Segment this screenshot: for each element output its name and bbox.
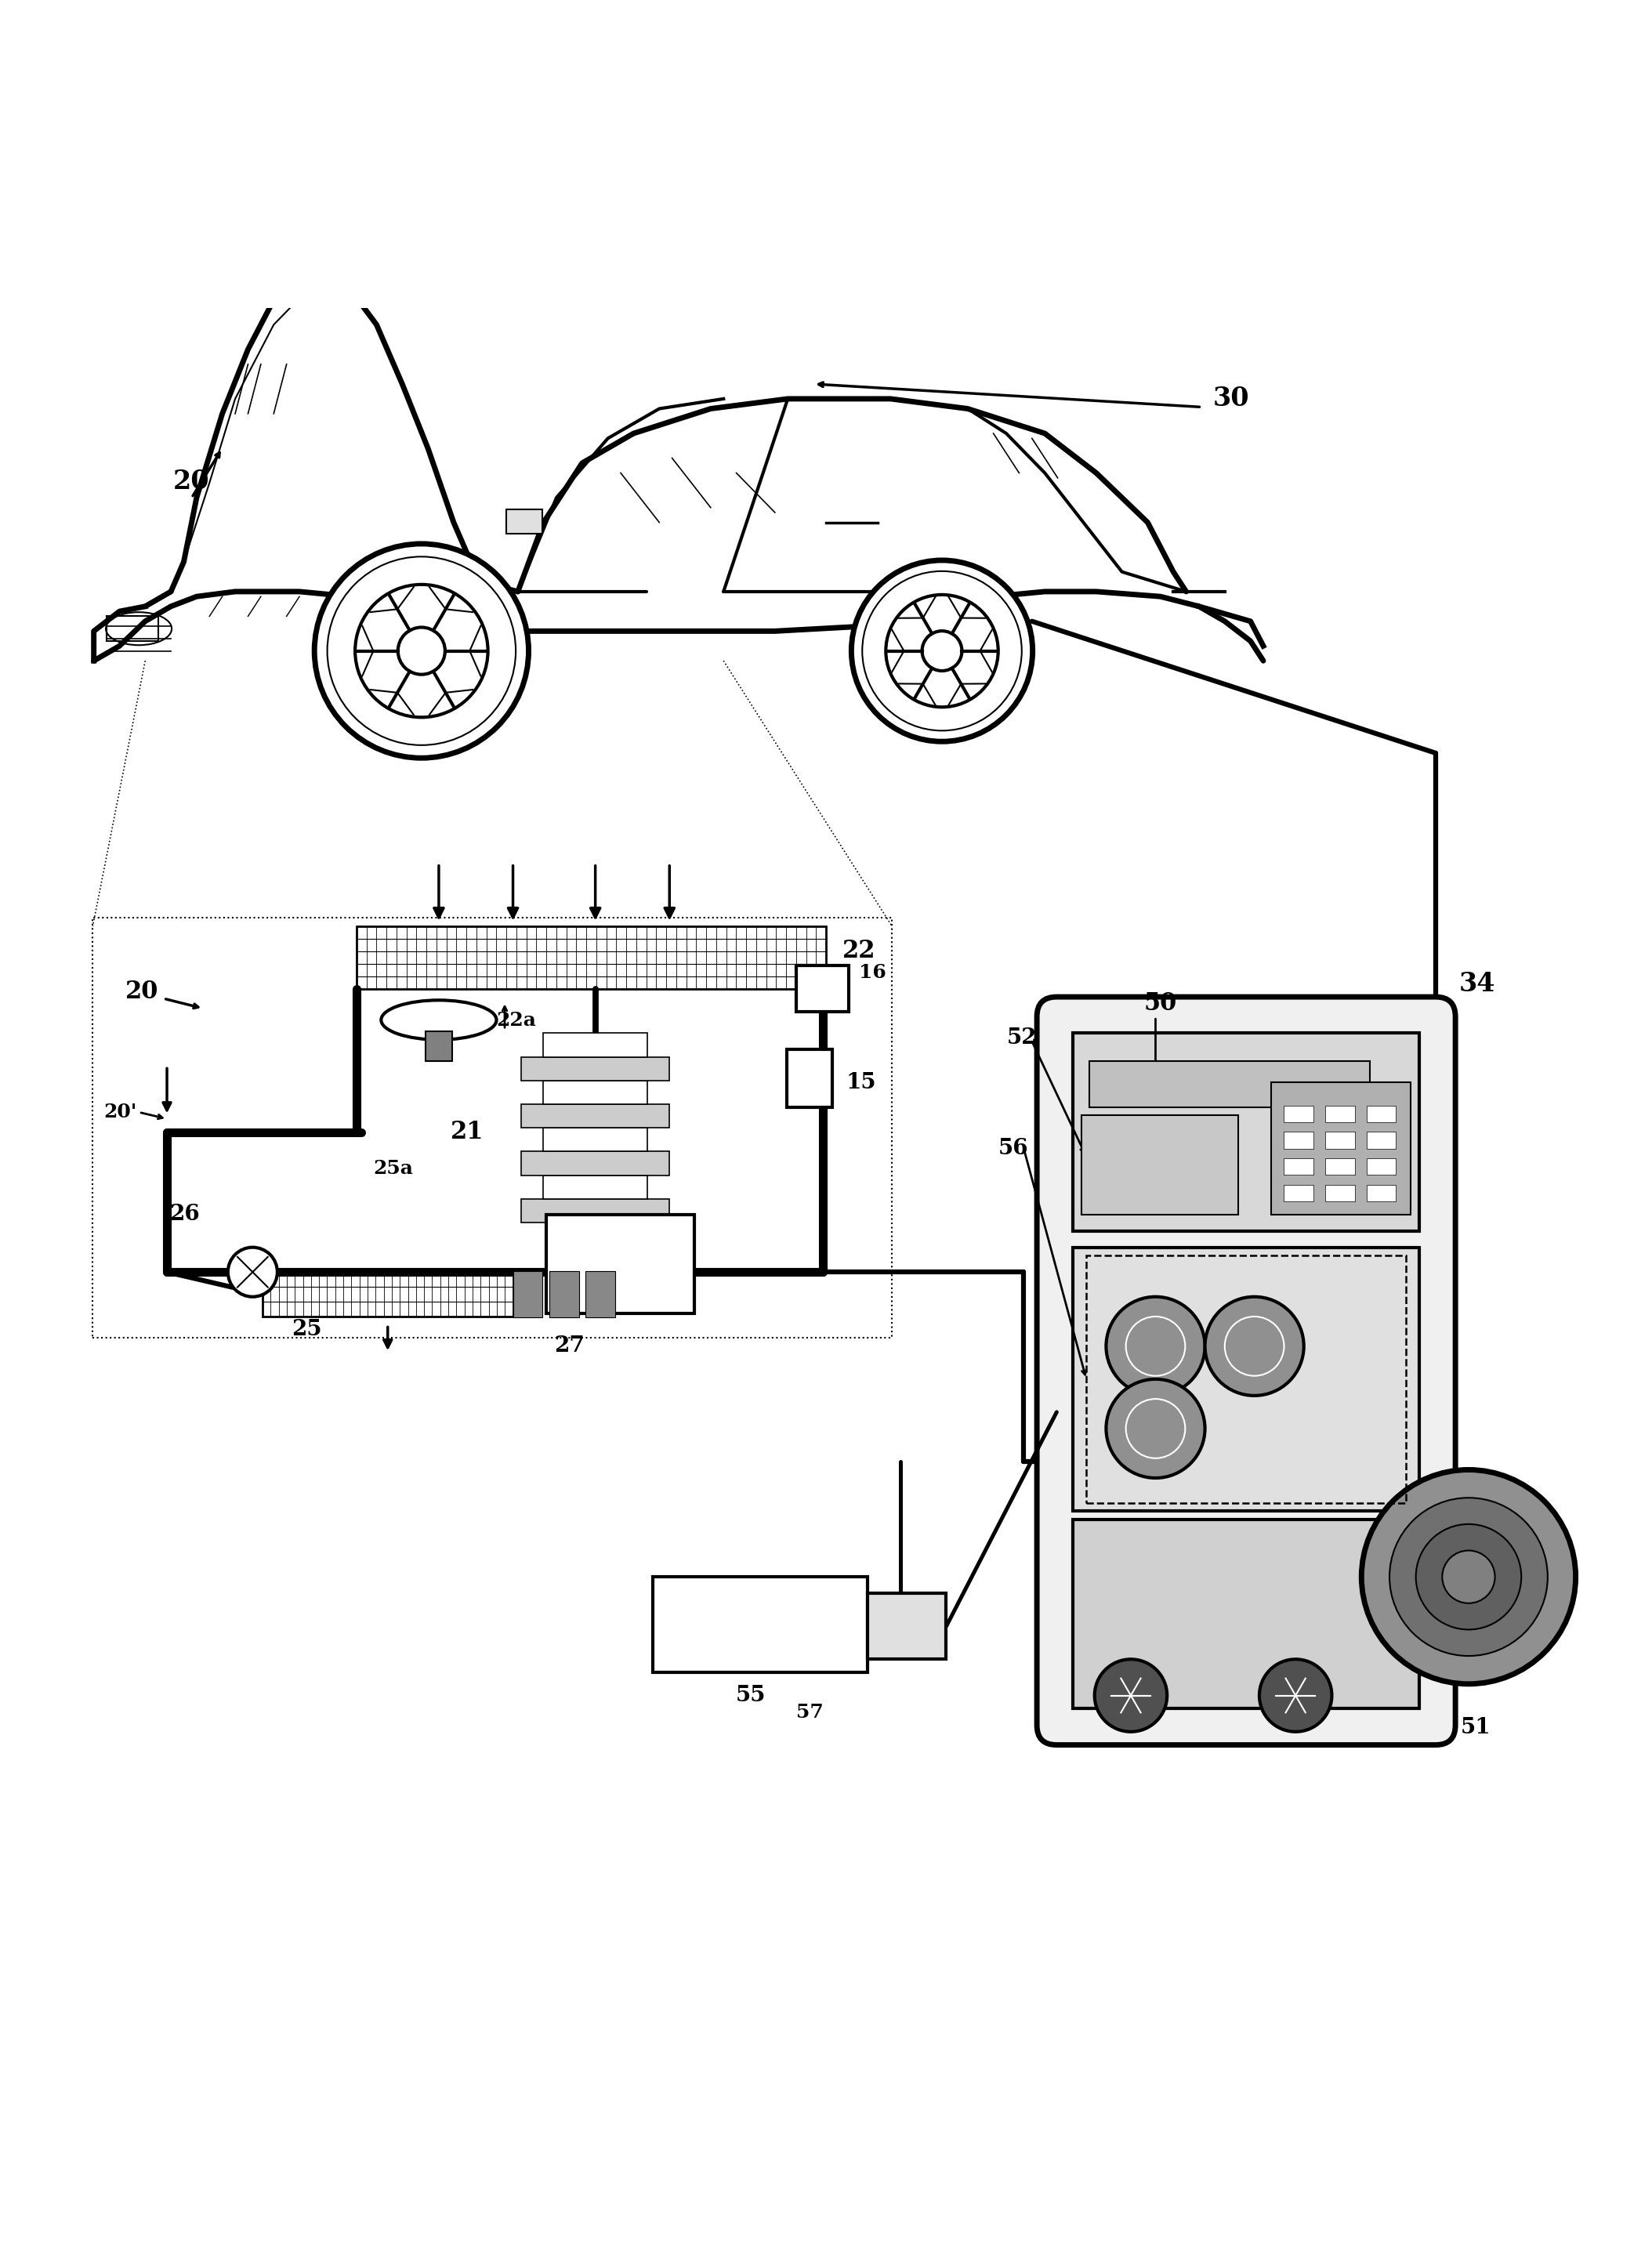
Text: 30: 30 [1213,385,1249,412]
Bar [1366,1184,1396,1202]
Bar [1325,1132,1355,1148]
Circle shape [1361,1469,1576,1684]
Bar [107,616,159,641]
Text: 25: 25 [292,1320,322,1340]
Bar [520,1152,669,1175]
Bar [544,1032,648,1057]
Circle shape [851,559,1032,743]
Bar [1074,1247,1419,1510]
Bar [263,1272,514,1318]
Text: 15: 15 [846,1071,876,1094]
Bar [1087,1257,1406,1503]
Circle shape [1416,1524,1521,1630]
Circle shape [314,543,529,758]
Bar [1090,1062,1370,1107]
Text: 20: 20 [173,469,210,494]
Bar [426,1032,453,1062]
Bar [1325,1105,1355,1123]
Text: 50: 50 [1143,992,1178,1017]
Circle shape [1442,1551,1495,1603]
Circle shape [1107,1379,1204,1478]
Text: 57: 57 [796,1703,824,1721]
Bar [545,1214,694,1313]
FancyBboxPatch shape [1037,996,1455,1746]
Bar [1284,1105,1313,1123]
Bar [1366,1159,1396,1175]
Bar [585,1270,615,1318]
Bar [548,1270,578,1318]
Bar [653,1576,867,1673]
Bar [520,1057,669,1080]
Bar [1074,1032,1419,1232]
Bar [520,1105,669,1127]
Circle shape [1204,1297,1303,1395]
Text: 22a: 22a [497,1010,537,1030]
Text: 21: 21 [451,1121,484,1143]
Circle shape [1095,1660,1166,1732]
Bar [1325,1184,1355,1202]
Bar [1284,1132,1313,1148]
Bar [867,1594,947,1660]
Circle shape [1259,1660,1332,1732]
Bar [1366,1132,1396,1148]
Text: 20': 20' [104,1103,137,1121]
Text: 52: 52 [1006,1028,1037,1048]
Bar [357,926,826,989]
Bar [514,1270,542,1318]
Bar [786,1050,833,1107]
Bar [544,1080,648,1105]
Bar [93,917,892,1338]
Bar [1284,1184,1313,1202]
Text: 56: 56 [998,1139,1029,1159]
Circle shape [1107,1297,1204,1395]
Bar [1270,1082,1411,1214]
Bar [520,1200,669,1223]
Text: 16: 16 [859,962,885,983]
Text: 34: 34 [1459,971,1495,996]
Text: 55: 55 [735,1684,765,1707]
Text: 51: 51 [1460,1716,1490,1739]
Bar [1366,1105,1396,1123]
Text: 25a: 25a [373,1159,413,1177]
Text: 26: 26 [170,1204,200,1225]
Bar [544,1127,648,1152]
Bar [796,964,849,1012]
Bar [1074,1519,1419,1709]
Text: 22: 22 [843,940,876,962]
Bar [507,509,542,534]
Text: 27: 27 [553,1336,585,1356]
Circle shape [228,1247,278,1297]
Bar [544,1175,648,1200]
Bar [1082,1116,1237,1214]
Circle shape [1389,1499,1548,1655]
Bar [1284,1159,1313,1175]
Bar [1325,1159,1355,1175]
Text: 20: 20 [126,980,159,1005]
